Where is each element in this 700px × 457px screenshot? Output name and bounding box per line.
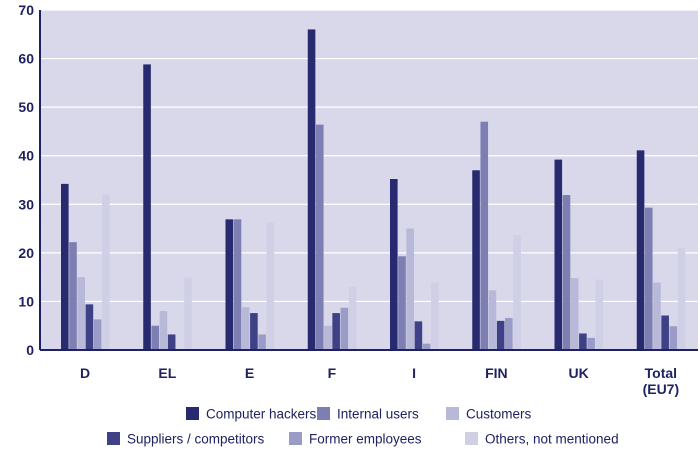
legend-label: Internal users — [337, 407, 419, 422]
legend-swatch — [107, 432, 120, 445]
legend-swatch — [465, 432, 478, 445]
bar — [348, 286, 357, 350]
bar — [307, 29, 316, 351]
bar — [480, 121, 489, 350]
bar — [93, 319, 102, 350]
x-tick-label: D — [80, 365, 90, 381]
x-tick-label: (EU7) — [643, 381, 680, 397]
bar — [677, 248, 686, 350]
bar — [315, 124, 324, 350]
legend-item: Customers — [446, 407, 532, 422]
bar — [505, 317, 513, 350]
x-tick-label: EL — [158, 365, 176, 381]
bar — [266, 222, 275, 350]
legend-swatch — [186, 407, 199, 420]
legend-swatch — [289, 432, 302, 445]
bars — [61, 29, 686, 351]
bar — [579, 333, 587, 350]
bar — [570, 278, 579, 350]
bar — [513, 234, 521, 350]
bar — [241, 307, 250, 350]
bar — [69, 242, 77, 350]
legend-label: Computer hackers — [206, 407, 317, 422]
bar — [496, 320, 505, 350]
bar — [431, 282, 439, 350]
x-tick-label: Total — [645, 365, 677, 381]
axes — [39, 10, 698, 351]
legend: Computer hackers Internal users Customers S… — [107, 407, 619, 447]
legend-item: Suppliers / competitors — [107, 432, 265, 447]
x-tick-label: FIN — [485, 365, 508, 381]
y-tick-label: 0 — [26, 342, 34, 358]
bar — [587, 337, 595, 350]
bar — [233, 219, 242, 350]
bar — [661, 315, 669, 350]
bar — [669, 326, 678, 350]
bar — [595, 279, 604, 350]
bar — [324, 325, 332, 350]
bar — [653, 282, 661, 350]
y-tick-label: 50 — [18, 99, 34, 115]
legend-item: Others, not mentioned — [465, 432, 619, 447]
bar — [554, 159, 563, 350]
bar — [61, 183, 69, 350]
x-tick-label: F — [328, 365, 337, 381]
legend-label: Customers — [466, 407, 532, 422]
bar — [644, 207, 653, 350]
bar — [85, 304, 94, 350]
bar — [562, 195, 571, 350]
bar — [406, 228, 414, 350]
y-tick-label: 10 — [18, 293, 34, 309]
bar — [398, 256, 406, 350]
legend-item: Former employees — [289, 432, 422, 447]
legend-item: Computer hackers — [186, 407, 317, 422]
y-tick-label: 60 — [18, 51, 34, 67]
legend-swatch — [446, 407, 459, 420]
bar — [636, 150, 645, 350]
x-tick-labels: D EL E F I FIN UK Total(EU7) — [80, 365, 679, 397]
bar — [414, 321, 423, 350]
bar — [258, 334, 266, 350]
bar — [472, 170, 480, 350]
legend-item: Internal users — [317, 407, 419, 422]
y-tick-label: 70 — [18, 2, 34, 18]
bar — [488, 290, 497, 350]
bar — [332, 313, 340, 350]
bar — [151, 325, 160, 350]
y-tick-label: 40 — [18, 148, 34, 164]
bar — [159, 311, 168, 350]
y-tick-labels: 0 10 20 30 40 50 60 70 — [18, 2, 34, 358]
legend-label: Others, not mentioned — [485, 432, 619, 447]
bar — [225, 219, 234, 350]
legend-label: Former employees — [309, 432, 422, 447]
legend-swatch — [317, 407, 330, 420]
bar — [184, 277, 192, 350]
bar — [77, 277, 85, 350]
x-tick-label: E — [245, 365, 254, 381]
legend-label: Suppliers / competitors — [127, 432, 265, 447]
bar — [167, 334, 176, 350]
y-tick-label: 20 — [18, 245, 34, 261]
y-tick-label: 30 — [18, 196, 34, 212]
bar — [250, 313, 258, 350]
x-tick-label: UK — [568, 365, 588, 381]
bar — [390, 179, 398, 350]
x-tick-label: I — [412, 365, 416, 381]
bar — [102, 194, 110, 350]
bar — [340, 307, 349, 350]
bar — [143, 64, 151, 351]
bar — [422, 343, 431, 350]
